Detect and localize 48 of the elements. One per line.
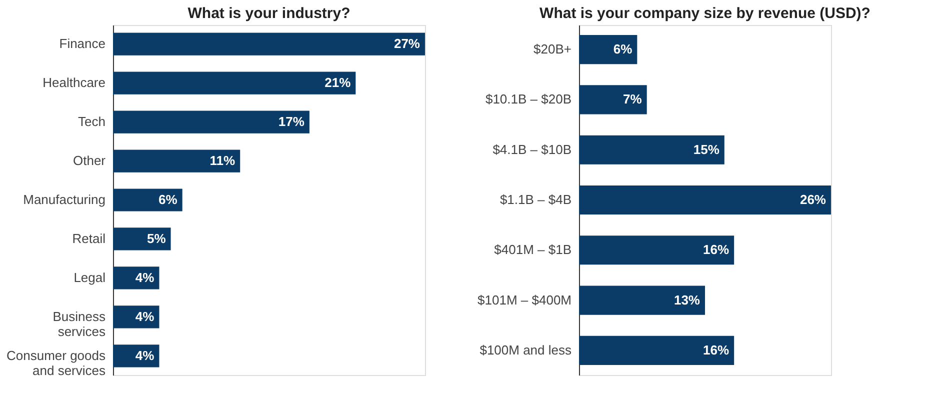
- y-tick-label: $4.1B – $10B: [492, 142, 572, 157]
- bar: [113, 266, 160, 290]
- data-label: 16%: [703, 342, 730, 358]
- bar: [113, 32, 425, 56]
- y-tick-label: Healthcare: [42, 75, 106, 90]
- data-label: 4%: [135, 308, 155, 324]
- bar: [579, 336, 734, 365]
- data-label: 4%: [135, 270, 155, 285]
- y-tick-label: Other: [72, 153, 106, 168]
- y-tick-label: Finance: [59, 36, 106, 52]
- data-label: 21%: [324, 75, 352, 90]
- y-tick-label: $101M – $400M: [478, 292, 572, 308]
- data-label: 6%: [613, 42, 633, 57]
- y-tick-label: Manufacturing: [23, 192, 106, 207]
- y-tick-label: $20B+: [534, 42, 572, 57]
- y-tick-label: $100M and less: [480, 342, 572, 358]
- y-tick-label: Consumer goods and services: [6, 348, 106, 378]
- bar: [113, 72, 356, 94]
- bar: [579, 35, 638, 64]
- y-tick-label: Legal: [74, 270, 106, 285]
- chart-title: What is your industry?: [188, 5, 350, 22]
- data-label: 5%: [146, 230, 166, 246]
- bar: [113, 110, 310, 134]
- bar: [113, 228, 171, 250]
- data-label: 17%: [278, 114, 305, 130]
- data-label: 13%: [674, 292, 700, 308]
- bar: [579, 236, 734, 265]
- data-label: 15%: [693, 142, 720, 157]
- y-tick-label: Retail: [72, 230, 106, 246]
- bar: [579, 286, 705, 315]
- y-tick-label: $10.1B – $20B: [485, 92, 572, 107]
- data-label: 11%: [210, 153, 236, 168]
- bar: [579, 135, 724, 164]
- data-label: 16%: [703, 242, 730, 258]
- data-label: 26%: [800, 192, 826, 207]
- y-tick-label: Business services: [52, 308, 106, 339]
- chart-title: What is your company size by revenue (USD)?: [540, 5, 870, 22]
- data-label: 7%: [623, 92, 642, 107]
- bar: [113, 150, 240, 172]
- bar: [113, 188, 182, 212]
- data-label: 27%: [394, 36, 420, 52]
- y-tick-label: $1.1B – $4B: [500, 192, 572, 207]
- bar: [579, 85, 647, 114]
- y-tick-label: $401M – $1B: [494, 242, 572, 258]
- bar: [579, 185, 831, 215]
- y-tick-label: Tech: [78, 114, 106, 130]
- data-label: 6%: [158, 192, 178, 207]
- data-label: 4%: [135, 348, 155, 363]
